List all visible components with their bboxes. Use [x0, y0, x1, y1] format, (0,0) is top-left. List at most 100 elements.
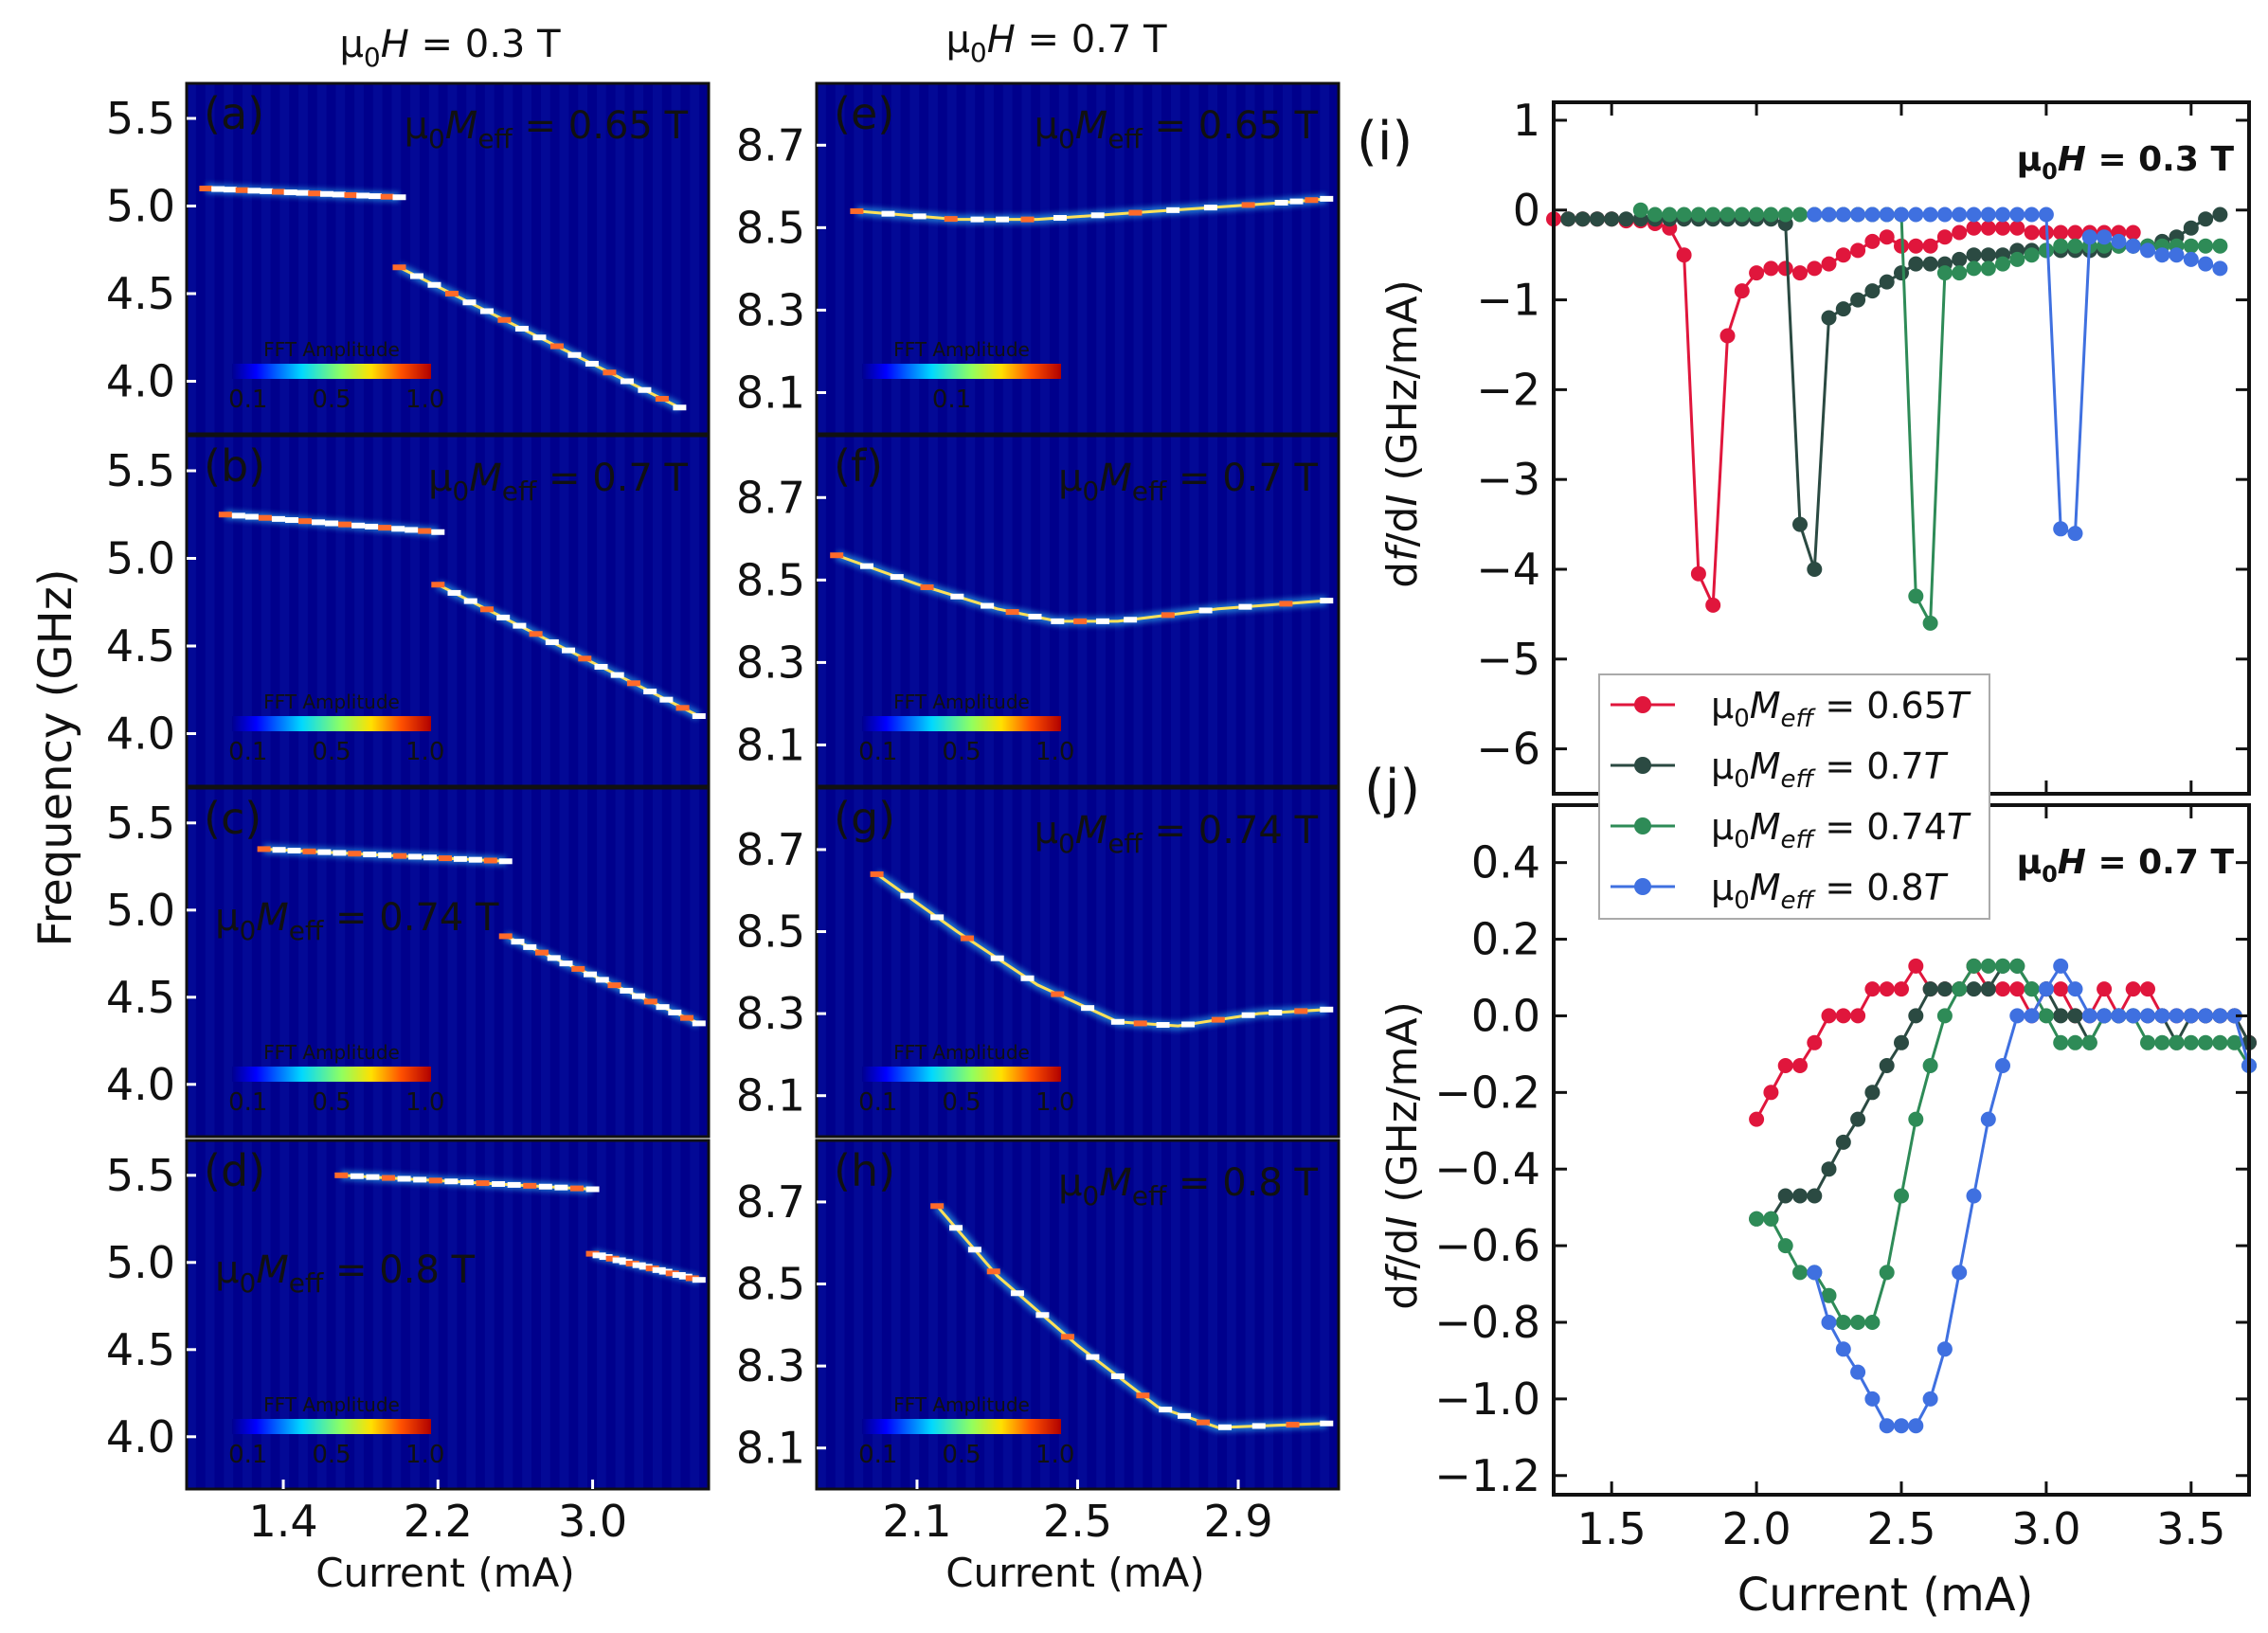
- data-point: [2111, 233, 2127, 249]
- background-stripe: [671, 83, 681, 434]
- background-stripe: [540, 436, 550, 786]
- spectral-dash: [258, 514, 272, 521]
- data-point: [1835, 301, 1851, 317]
- background-stripe: [1245, 83, 1255, 434]
- spectral-dash: [1128, 209, 1143, 216]
- y-tick-label: 5.5: [106, 1150, 175, 1201]
- spectral-dash: [257, 846, 271, 852]
- spectral-dash: [981, 602, 995, 609]
- spectral-dash: [302, 848, 316, 854]
- background-stripe: [909, 1140, 920, 1489]
- spectral-dash: [498, 858, 513, 865]
- data-point: [1792, 1058, 1808, 1073]
- data-point: [1763, 1085, 1779, 1101]
- spectral-dash: [1274, 199, 1288, 206]
- data-point: [1894, 1034, 1909, 1050]
- series-0.65T: [1546, 211, 2141, 613]
- data-point: [1792, 206, 1808, 223]
- y-tick-label: 8.7: [736, 1176, 805, 1228]
- data-point: [2038, 981, 2054, 997]
- spectral-dash: [296, 189, 310, 196]
- y-tick-label: 5.0: [106, 533, 175, 584]
- legend-marker: [1634, 757, 1651, 774]
- data-point: [1719, 206, 1736, 223]
- data-point: [2024, 206, 2040, 223]
- colorbar-title: FFT Amplitude: [263, 1041, 400, 1064]
- spectral-dash: [284, 517, 298, 524]
- data-point: [2212, 1008, 2228, 1024]
- spectral-dash: [287, 848, 301, 854]
- spectral-dash: [549, 343, 564, 350]
- colorbar-title: FFT Amplitude: [893, 691, 1030, 713]
- spectral-dash: [468, 856, 482, 863]
- background-stripe: [559, 1140, 569, 1489]
- background-stripe: [540, 1140, 550, 1489]
- data-point: [1604, 211, 1620, 227]
- colorbar-tick: 0.5: [312, 738, 351, 766]
- background-stripe: [1320, 83, 1330, 434]
- colorbar: [232, 716, 431, 731]
- background-stripe: [503, 83, 513, 434]
- background-stripe: [224, 436, 234, 786]
- spectral-dash: [960, 935, 974, 942]
- panel-frame: [815, 786, 1341, 1139]
- background-stripe: [391, 436, 402, 786]
- background-stripe: [354, 436, 364, 786]
- derivative-panel-i: 1 0 −1 −2 −3 −4 −5 −6 (i) μ0H = 0.3 T: [1357, 95, 2251, 796]
- spectral-dash: [673, 404, 687, 411]
- spectral-dash: [1269, 1010, 1283, 1016]
- spectral-dash: [567, 351, 582, 358]
- spectral-dash: [308, 190, 322, 197]
- background-stripe: [928, 1140, 938, 1489]
- background-stripe: [652, 788, 662, 1137]
- y-tick-label: 4.0: [106, 1411, 175, 1463]
- spectral-dash: [368, 193, 382, 200]
- data-point: [1922, 238, 1938, 254]
- spectral-dash: [1217, 1424, 1232, 1430]
- meff-annotation: μ0Meff = 0.65 T: [1035, 104, 1319, 154]
- spectral-dash: [1196, 1419, 1210, 1426]
- data-point: [1734, 206, 1750, 223]
- y-tick-label: 0: [1513, 185, 1540, 236]
- background-stripe: [372, 1140, 383, 1489]
- background-stripe: [410, 83, 420, 434]
- background-stripe: [298, 83, 308, 434]
- spectral-dash: [870, 870, 884, 877]
- data-point: [1662, 206, 1678, 223]
- spectral-dash: [463, 598, 477, 604]
- background-stripe: [1114, 788, 1125, 1137]
- background-stripe: [891, 1140, 901, 1489]
- background-stripe: [316, 83, 327, 434]
- colorbar-title: FFT Amplitude: [263, 338, 400, 361]
- panel-frame: [185, 434, 711, 788]
- data-point: [1835, 1008, 1851, 1024]
- background-stripe: [559, 436, 569, 786]
- series-line: [1756, 964, 2251, 1221]
- background-stripe: [615, 83, 625, 434]
- data-point: [1879, 981, 1895, 997]
- background-stripe: [1170, 788, 1180, 1137]
- background-stripe: [873, 83, 882, 434]
- colorbar-tick: 0.5: [942, 738, 981, 766]
- background-stripe: [1133, 436, 1143, 786]
- background-stripe: [503, 788, 513, 1137]
- spectral-dash: [830, 552, 844, 559]
- spectral-dash: [462, 299, 477, 306]
- spectral-dash: [545, 638, 559, 645]
- spectral-dash: [513, 622, 527, 629]
- data-point: [1821, 1008, 1837, 1024]
- data-point: [1936, 265, 1953, 281]
- background-stripe: [1114, 83, 1125, 434]
- spectral-dash: [967, 1247, 981, 1253]
- data-point: [1980, 981, 1996, 997]
- spectral-dash: [483, 857, 497, 864]
- y-tick-label: 4.5: [106, 1324, 175, 1375]
- spectral-dash: [1203, 205, 1217, 211]
- derivative-ylabel-i: df/dI (GHz/mA): [1378, 279, 1427, 588]
- spectral-dash: [332, 191, 346, 198]
- y-tick-label: 8.1: [736, 719, 805, 770]
- background-stripe: [316, 788, 327, 1137]
- background-stripe: [187, 1140, 196, 1489]
- data-point: [1908, 206, 1924, 223]
- background-stripe: [428, 788, 439, 1137]
